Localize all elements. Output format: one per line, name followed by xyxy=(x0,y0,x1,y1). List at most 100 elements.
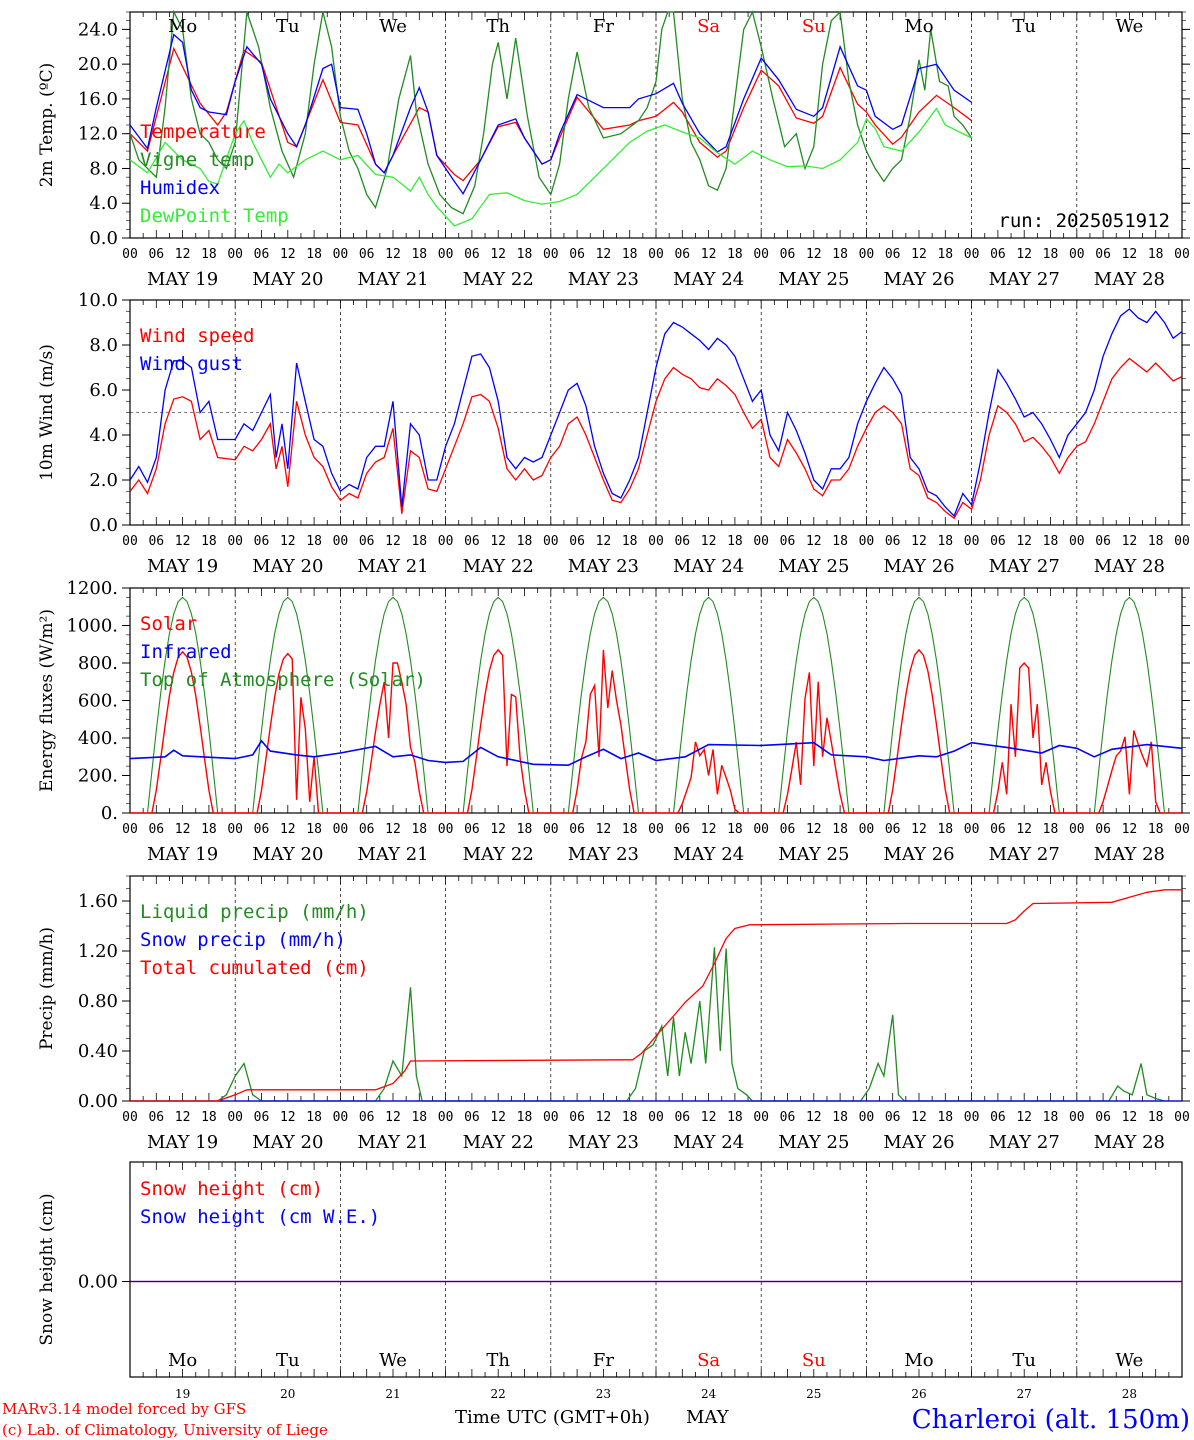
hour-tick-label: 00 xyxy=(333,822,349,837)
hour-tick-label: 12 xyxy=(280,1110,296,1125)
hour-tick-label: 06 xyxy=(464,534,480,549)
day-label: MAY 25 xyxy=(778,269,849,290)
hour-tick-label: 18 xyxy=(306,1110,322,1125)
hour-tick-label: 18 xyxy=(306,247,322,262)
day-number: 20 xyxy=(280,1387,295,1401)
hour-tick-label: 00 xyxy=(227,822,243,837)
hour-tick-label: 06 xyxy=(990,534,1006,549)
legend-entry: Liquid precip (mm/h) xyxy=(140,901,369,923)
day-label: MAY 27 xyxy=(989,556,1060,577)
day-label: MAY 21 xyxy=(357,844,428,865)
y-tick-label: 0. xyxy=(101,803,118,824)
hour-tick-label: 00 xyxy=(543,247,559,262)
hour-tick-label: 00 xyxy=(122,534,138,549)
hour-tick-label: 06 xyxy=(569,534,585,549)
hour-tick-label: 12 xyxy=(280,534,296,549)
day-label: MAY 19 xyxy=(147,269,218,290)
hour-tick-label: 06 xyxy=(885,822,901,837)
weekday-label: Tu xyxy=(276,1350,300,1371)
hour-tick-label: 12 xyxy=(596,822,612,837)
y-tick-label: 10.0 xyxy=(78,290,118,311)
hour-tick-label: 18 xyxy=(517,822,533,837)
hour-tick-label: 06 xyxy=(148,534,164,549)
legend-entry: Snow precip (mm/h) xyxy=(140,929,346,951)
hour-tick-label: 00 xyxy=(964,1110,980,1125)
weekday-label: Mo xyxy=(168,1350,197,1371)
hour-tick-label: 12 xyxy=(701,534,717,549)
hour-tick-label: 06 xyxy=(1095,247,1111,262)
legend-entry: Wind speed xyxy=(140,325,254,347)
hour-tick-label: 06 xyxy=(990,822,1006,837)
hour-tick-label: 06 xyxy=(569,822,585,837)
hour-tick-label: 12 xyxy=(280,247,296,262)
hour-tick-label: 06 xyxy=(359,1110,375,1125)
y-tick-label: 8.0 xyxy=(89,335,118,356)
hour-tick-label: 00 xyxy=(543,534,559,549)
hour-tick-label: 00 xyxy=(1174,247,1190,262)
hour-tick-label: 00 xyxy=(648,1110,664,1125)
weekday-label: Tu xyxy=(1012,1350,1036,1371)
legend-entry: Wind gust xyxy=(140,353,243,375)
day-label: MAY 19 xyxy=(147,844,218,865)
hour-tick-label: 00 xyxy=(122,1110,138,1125)
legend-entry: Snow height (cm W.E.) xyxy=(140,1206,380,1228)
hour-tick-label: 06 xyxy=(780,247,796,262)
hour-tick-label: 06 xyxy=(780,822,796,837)
hour-tick-label: 18 xyxy=(727,822,743,837)
hour-tick-label: 06 xyxy=(464,822,480,837)
series-infrared xyxy=(129,739,1183,767)
hour-tick-label: 18 xyxy=(411,534,427,549)
hour-tick-label: 12 xyxy=(280,822,296,837)
hour-tick-label: 18 xyxy=(937,822,953,837)
y-tick-label: 20.0 xyxy=(78,54,118,75)
x-axis-label: Time UTC (GMT+0h) xyxy=(455,1407,650,1428)
y-tick-label: 0.00 xyxy=(78,1272,118,1293)
hour-tick-label: 18 xyxy=(622,534,638,549)
hour-tick-label: 00 xyxy=(753,822,769,837)
day-number: 24 xyxy=(701,1387,717,1401)
hour-tick-label: 06 xyxy=(359,534,375,549)
hour-tick-label: 18 xyxy=(411,1110,427,1125)
panel-2: 0.0 2.0 4.0 6.0 8.0 10.0 10m Wind (m/s) Wind sp… xyxy=(37,290,1190,577)
weekday-label: Mo xyxy=(904,1350,933,1371)
hour-tick-label: 12 xyxy=(1016,534,1032,549)
day-label: MAY 28 xyxy=(1094,844,1165,865)
hour-tick-label: 06 xyxy=(1095,534,1111,549)
day-label: MAY 22 xyxy=(463,844,534,865)
hour-tick-label: 06 xyxy=(254,822,270,837)
hour-tick-label: 12 xyxy=(911,534,927,549)
legend-entry: Infrared xyxy=(140,641,232,663)
hour-tick-label: 12 xyxy=(701,822,717,837)
hour-tick-label: 18 xyxy=(832,247,848,262)
hour-tick-label: 06 xyxy=(254,1110,270,1125)
weekday-label: We xyxy=(379,1350,407,1371)
y-tick-label: 400. xyxy=(78,728,118,749)
day-label: MAY 23 xyxy=(568,1132,639,1153)
day-label: MAY 24 xyxy=(673,844,744,865)
hour-tick-label: 00 xyxy=(333,247,349,262)
hour-tick-label: 00 xyxy=(438,247,454,262)
y-tick-label: 800. xyxy=(78,653,118,674)
hour-tick-label: 12 xyxy=(490,534,506,549)
hour-tick-label: 12 xyxy=(175,822,191,837)
panel-3: 0. 200. 400. 600. 800. 1000. 1200. Energy fluxe… xyxy=(37,578,1190,865)
hour-tick-label: 06 xyxy=(780,534,796,549)
day-number: 21 xyxy=(385,1387,400,1401)
hour-tick-label: 00 xyxy=(227,1110,243,1125)
weekday-label: Sa xyxy=(697,16,720,37)
hour-tick-label: 00 xyxy=(753,534,769,549)
day-number: 19 xyxy=(175,1387,190,1401)
hour-tick-label: 12 xyxy=(596,247,612,262)
hour-tick-label: 18 xyxy=(1043,1110,1059,1125)
hour-tick-label: 12 xyxy=(911,1110,927,1125)
hour-tick-label: 18 xyxy=(727,247,743,262)
hour-tick-label: 00 xyxy=(859,247,875,262)
hour-tick-label: 06 xyxy=(885,1110,901,1125)
hour-tick-label: 06 xyxy=(885,247,901,262)
y-tick-label: 0.0 xyxy=(89,515,118,536)
hour-tick-label: 06 xyxy=(990,247,1006,262)
day-number: 23 xyxy=(596,1387,611,1401)
hour-tick-label: 06 xyxy=(254,247,270,262)
y-tick-label: 1200. xyxy=(66,578,118,599)
footer: MARv3.14 model forced by GFS (c) Lab. of … xyxy=(2,1400,1190,1439)
